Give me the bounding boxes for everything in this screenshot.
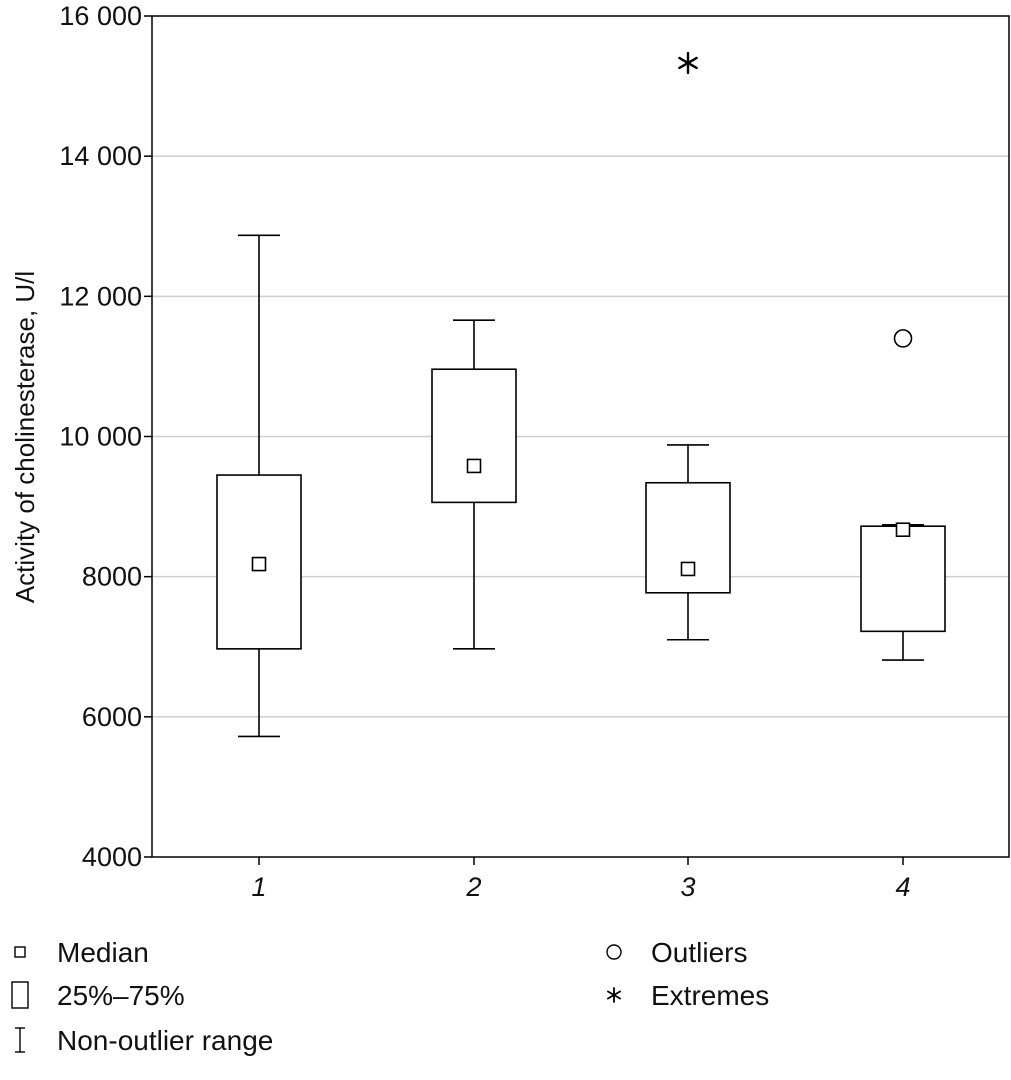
x-tick-label: 1: [251, 872, 266, 902]
legend-label: Extremes: [651, 980, 769, 1011]
legend-whisker-icon: [15, 1027, 25, 1053]
legend-label: Outliers: [651, 937, 747, 968]
median-marker: [680, 561, 696, 577]
x-tick-label: 3: [680, 872, 695, 902]
y-axis-label: Activity of cholinesterase, U/l: [10, 271, 40, 603]
box-group-1: [216, 234, 302, 738]
iqr-box: [645, 481, 731, 594]
legend-item-extreme-asterisk: Extremes: [607, 980, 769, 1011]
box-group-4: [860, 329, 946, 661]
legend-extreme-stroke: [607, 990, 621, 1000]
iqr-box: [860, 525, 946, 633]
legend-label: Non-outlier range: [57, 1025, 273, 1056]
x-axis-ticks: 1 2 3 4: [251, 857, 911, 902]
y-tick-label: 16 000: [59, 1, 142, 31]
y-tick-label: 12 000: [59, 281, 142, 311]
extreme-stroke: [678, 56, 698, 70]
extreme-marker: [678, 51, 698, 75]
legend: Median 25%–75% Non-outlier range Outliers Ex…: [11, 937, 769, 1056]
box-group-3: [645, 51, 731, 641]
iqr-box: [431, 368, 517, 504]
legend-item-median-square: Median: [14, 937, 149, 968]
legend-box-icon: [11, 981, 29, 1009]
y-axis-ticks: 4000 6000 8000 10 000 12 000 14 000 16 000: [59, 1, 152, 872]
boxes: [216, 51, 946, 738]
legend-extreme-icon: [607, 987, 621, 1003]
y-tick-label: 4000: [82, 842, 142, 872]
box-group-2: [431, 319, 517, 650]
y-tick-label: 14 000: [59, 141, 142, 171]
legend-label: Median: [57, 937, 149, 968]
legend-outlier-icon: [606, 944, 622, 960]
legend-item-whisker: Non-outlier range: [15, 1025, 273, 1056]
y-tick-label: 10 000: [59, 422, 142, 452]
legend-item-outlier-circle: Outliers: [606, 937, 747, 968]
y-tick-label: 6000: [82, 702, 142, 732]
x-tick-label: 2: [465, 872, 481, 902]
median-marker: [895, 522, 911, 538]
x-tick-label: 4: [895, 872, 910, 902]
median-marker: [251, 556, 267, 572]
legend-item-box: 25%–75%: [11, 980, 185, 1011]
outlier-marker: [893, 329, 913, 348]
y-tick-label: 8000: [82, 562, 142, 592]
median-marker: [466, 458, 482, 474]
legend-median-icon: [14, 946, 26, 958]
legend-label: 25%–75%: [57, 980, 185, 1011]
